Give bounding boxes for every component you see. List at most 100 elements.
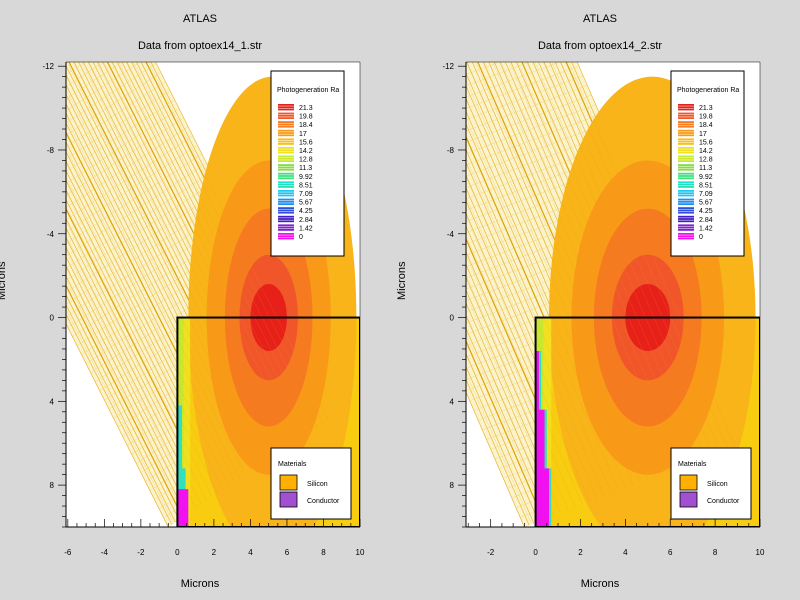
legend-swatch — [678, 220, 694, 223]
legend-swatch — [678, 151, 694, 154]
silicon-mesh-line — [534, 62, 707, 459]
y-tick-label: -12 — [42, 62, 54, 71]
plot-content — [0, 0, 360, 527]
legend-swatch — [278, 198, 294, 201]
beam-mesh-line — [0, 0, 101, 64]
material-label: Conductor — [707, 498, 740, 505]
legend-swatch — [278, 183, 294, 186]
legend-level-label: 12.8 — [299, 157, 313, 164]
x-tick-label: 0 — [175, 548, 180, 557]
y-tick-label: -8 — [47, 146, 55, 155]
legend-swatch — [278, 155, 294, 158]
legend-swatch — [678, 183, 694, 186]
silicon-mesh-line — [466, 254, 576, 508]
legend-swatch — [278, 143, 294, 145]
legend-level-label: 19.8 — [699, 114, 713, 121]
x-tick-label: 0 — [533, 548, 538, 557]
legend-swatch — [278, 181, 294, 184]
legend-swatch — [678, 181, 694, 184]
legend-swatch — [278, 125, 294, 128]
legend-swatch — [678, 143, 694, 145]
silicon-mesh-line — [526, 62, 700, 462]
silicon-mesh-line — [66, 279, 185, 517]
silicon-mesh-line — [133, 62, 318, 429]
beam-mesh-line — [400, 0, 524, 22]
legend-swatch — [678, 149, 694, 152]
legend-swatch — [678, 108, 694, 111]
silicon-mesh-line — [81, 62, 280, 454]
silicon-mesh-line — [568, 62, 736, 448]
silicon-mesh-line — [66, 74, 263, 465]
x-tick-label: -2 — [487, 548, 495, 557]
silicon-mesh-line — [66, 88, 257, 469]
legend-swatch — [678, 175, 694, 177]
legend-swatch — [278, 186, 294, 188]
legend-swatch — [678, 164, 694, 166]
silicon-mesh-line — [66, 294, 180, 520]
legend-swatch — [278, 149, 294, 152]
silicon-mesh-line — [466, 78, 641, 484]
legend-swatch — [278, 168, 294, 171]
legend-swatch — [278, 207, 294, 209]
silicon-mesh-line — [66, 118, 246, 476]
legend-swatch — [278, 160, 294, 162]
beam-mesh-line — [400, 0, 541, 61]
legend-level-label: 21.3 — [699, 105, 713, 112]
legend-level-label: 19.8 — [299, 114, 313, 121]
silicon-mesh-line — [66, 220, 208, 502]
silicon-mesh-line — [466, 176, 605, 497]
x-tick-label: 4 — [248, 548, 253, 557]
silicon-mesh-line — [466, 215, 591, 503]
silicon-mesh-line — [125, 62, 313, 432]
legend-swatch — [278, 229, 294, 231]
x-tick-label: -4 — [101, 548, 109, 557]
legend-level-label: 12.8 — [699, 157, 713, 164]
silicon-mesh-line — [66, 235, 202, 506]
legend-swatch — [678, 166, 694, 169]
silicon-mesh-line — [140, 62, 324, 425]
legend-level-label: 17 — [699, 131, 707, 138]
legend-swatch — [678, 112, 694, 115]
silicon-mesh-line — [475, 62, 656, 478]
beam-mesh-line — [0, 0, 88, 37]
silicon-mesh-line — [466, 157, 612, 495]
legend-swatch — [678, 147, 694, 149]
legend-swatch — [278, 200, 294, 203]
legend-swatch — [678, 157, 694, 160]
legend-swatch — [278, 104, 294, 106]
legend-swatch — [278, 177, 294, 180]
legend-swatch — [278, 172, 294, 175]
silicon-mesh-line — [543, 62, 714, 456]
legend-level-label: 9.92 — [699, 174, 713, 181]
legend-swatch — [278, 151, 294, 154]
materials-legend: Materials Silicon Conductor — [670, 447, 752, 520]
legend-swatch — [278, 218, 294, 220]
beam-mesh-line — [0, 0, 79, 19]
legend-swatch — [278, 224, 294, 227]
silicon-mesh-line — [551, 62, 722, 453]
legend-swatch — [678, 203, 694, 205]
x-axis-label: Microns — [180, 578, 220, 590]
silicon-mesh-line — [66, 62, 269, 462]
silicon-mesh-line — [89, 62, 285, 451]
legend-swatch — [678, 235, 694, 238]
y-tick-label: 0 — [450, 314, 455, 323]
y-tick-label: 4 — [450, 397, 455, 406]
legend-swatch — [278, 209, 294, 212]
legend-swatch — [278, 138, 294, 141]
legend-swatch — [278, 211, 294, 214]
silicon-mesh-line — [509, 62, 685, 467]
silicon-mesh-line — [66, 147, 235, 484]
legend-swatch — [678, 229, 694, 231]
chart-subtitle: Data from optoex14_1.str — [137, 40, 263, 52]
legend-swatch — [678, 237, 694, 240]
silicon-mesh-line — [466, 274, 569, 511]
beam-mesh-line — [400, 0, 516, 3]
x-tick-label: 10 — [356, 548, 365, 557]
legend-level-label: 1.42 — [299, 225, 313, 232]
legend-level-label: 11.3 — [299, 165, 312, 172]
legend-level-label: 14.2 — [299, 148, 313, 155]
x-tick-label: -6 — [64, 548, 72, 557]
legend-swatch — [278, 147, 294, 149]
legend-swatch — [678, 209, 694, 212]
